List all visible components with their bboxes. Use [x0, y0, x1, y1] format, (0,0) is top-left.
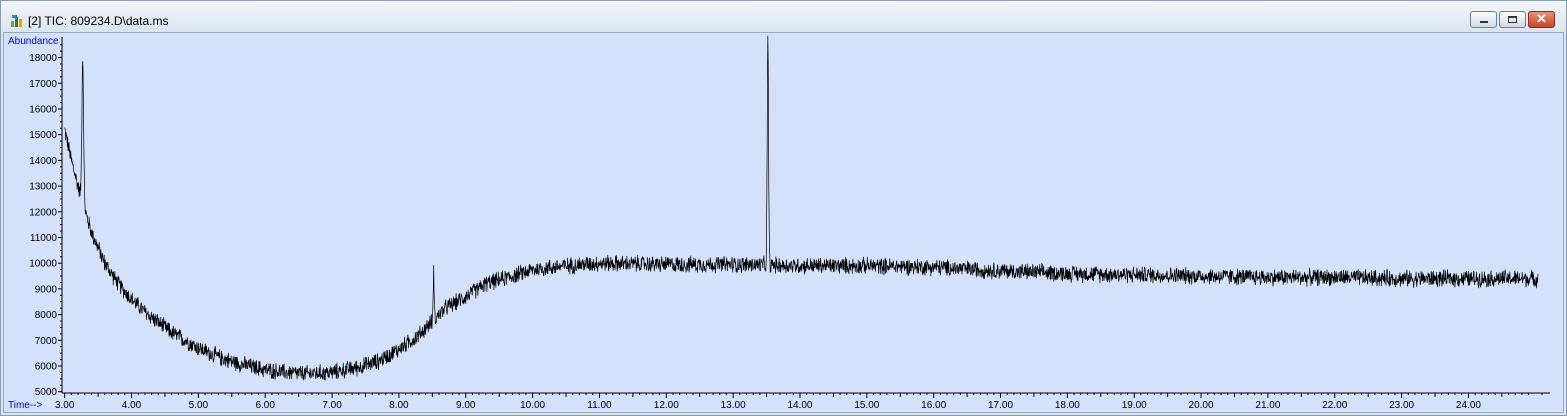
x-tick-label: 3.00 — [55, 400, 75, 411]
axes-group: 5000 6000 7000 8000 9000 10000 11000 12000 13000… — [29, 37, 1550, 411]
x-tick-label: 16.00 — [921, 400, 946, 411]
x-tick-label: 14.00 — [787, 400, 812, 411]
maximize-icon — [1508, 16, 1517, 23]
y-axis-label: Abundance — [8, 36, 59, 47]
chromatogram-app-icon — [10, 14, 24, 28]
x-tick-label: 10.00 — [520, 400, 545, 411]
y-tick-label: 16000 — [29, 104, 57, 115]
close-button[interactable]: ✕ — [1528, 11, 1555, 28]
minimize-icon — [1480, 21, 1488, 23]
x-tick-label: 18.00 — [1055, 400, 1080, 411]
x-ticks: 3.00 4.00 5.00 6.00 7.00 8.00 9.00 10.00 11.00 12… — [55, 393, 1543, 411]
x-tick-label: 24.00 — [1456, 400, 1481, 411]
y-tick-label: 17000 — [29, 79, 57, 90]
x-tick-label: 4.00 — [122, 400, 142, 411]
window-title: [2] TIC: 809234.D\data.ms — [28, 14, 169, 28]
y-tick-label: 13000 — [29, 182, 57, 193]
chromatogram-plot-area[interactable]: 5000 6000 7000 8000 9000 10000 11000 12000 13000… — [3, 32, 1564, 413]
y-tick-label: 6000 — [35, 362, 58, 373]
x-tick-label: 7.00 — [322, 400, 342, 411]
y-tick-label: 10000 — [29, 259, 57, 270]
close-icon: ✕ — [1536, 11, 1547, 26]
x-tick-label: 5.00 — [189, 400, 209, 411]
tic-trace-line — [64, 35, 1539, 381]
y-tick-label: 14000 — [29, 156, 57, 167]
x-tick-label: 19.00 — [1122, 400, 1147, 411]
y-tick-label: 5000 — [35, 387, 58, 398]
x-tick-label: 23.00 — [1389, 400, 1414, 411]
x-tick-label: 20.00 — [1189, 400, 1214, 411]
x-tick-label: 17.00 — [988, 400, 1013, 411]
x-tick-label: 21.00 — [1255, 400, 1280, 411]
title-bar[interactable]: [2] TIC: 809234.D\data.ms ✕ — [1, 1, 1566, 31]
y-tick-label: 12000 — [29, 207, 57, 218]
y-tick-label: 11000 — [30, 233, 58, 244]
chromatogram-chart[interactable]: 5000 6000 7000 8000 9000 10000 11000 12000 13000… — [4, 33, 1563, 412]
x-tick-label: 13.00 — [721, 400, 746, 411]
minimize-button[interactable] — [1470, 11, 1497, 28]
x-tick-label: 9.00 — [456, 400, 476, 411]
x-tick-label: 12.00 — [654, 400, 679, 411]
x-tick-label: 15.00 — [854, 400, 879, 411]
x-tick-label: 11.00 — [587, 400, 612, 411]
y-tick-label: 18000 — [29, 53, 57, 64]
y-tick-label: 9000 — [35, 284, 58, 295]
y-tick-label: 15000 — [29, 130, 57, 141]
x-tick-label: 6.00 — [255, 400, 275, 411]
maximize-button[interactable] — [1499, 11, 1526, 28]
x-axis-label: Time--> — [8, 400, 43, 411]
x-tick-label: 8.00 — [389, 400, 409, 411]
y-ticks: 5000 6000 7000 8000 9000 10000 11000 12000 13000… — [29, 44, 62, 398]
y-tick-label: 7000 — [35, 336, 58, 347]
x-tick-label: 22.00 — [1322, 400, 1347, 411]
y-tick-label: 8000 — [35, 310, 58, 321]
